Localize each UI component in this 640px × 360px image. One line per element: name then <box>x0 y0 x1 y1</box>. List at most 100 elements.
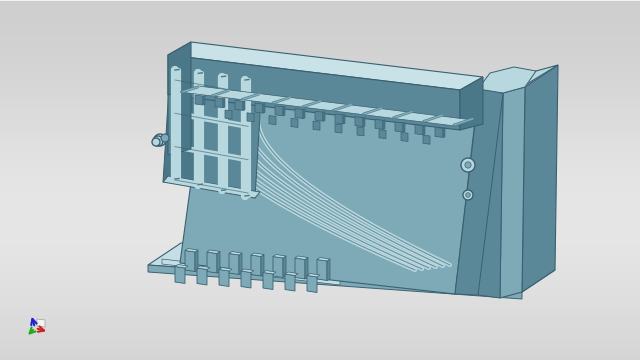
Polygon shape <box>295 108 303 118</box>
Polygon shape <box>500 87 525 298</box>
Polygon shape <box>219 270 229 287</box>
Polygon shape <box>283 106 285 116</box>
Polygon shape <box>185 248 198 252</box>
Polygon shape <box>273 256 283 278</box>
Polygon shape <box>313 121 320 130</box>
Polygon shape <box>460 77 483 130</box>
Polygon shape <box>435 127 443 138</box>
Polygon shape <box>423 125 425 135</box>
Polygon shape <box>355 117 363 127</box>
Polygon shape <box>343 114 345 124</box>
Circle shape <box>152 138 160 146</box>
Polygon shape <box>235 100 243 111</box>
Polygon shape <box>383 120 385 129</box>
Polygon shape <box>197 75 262 198</box>
Polygon shape <box>335 124 342 133</box>
Polygon shape <box>219 267 232 271</box>
Polygon shape <box>455 82 503 295</box>
Polygon shape <box>401 132 408 141</box>
Circle shape <box>466 193 470 197</box>
Polygon shape <box>379 130 386 139</box>
Circle shape <box>161 134 169 142</box>
Polygon shape <box>375 119 383 129</box>
Polygon shape <box>275 106 283 116</box>
Polygon shape <box>197 268 207 285</box>
Polygon shape <box>175 265 188 268</box>
Polygon shape <box>263 270 276 274</box>
Polygon shape <box>251 255 261 276</box>
Polygon shape <box>148 265 522 299</box>
Polygon shape <box>168 92 180 155</box>
Polygon shape <box>283 256 286 278</box>
Polygon shape <box>263 104 265 113</box>
Polygon shape <box>241 269 254 273</box>
Polygon shape <box>335 114 343 124</box>
Polygon shape <box>315 111 323 121</box>
Polygon shape <box>269 116 276 125</box>
Polygon shape <box>197 266 210 270</box>
Polygon shape <box>307 274 320 277</box>
Polygon shape <box>415 125 423 135</box>
Circle shape <box>153 136 163 146</box>
Polygon shape <box>403 122 405 132</box>
Polygon shape <box>423 135 430 144</box>
Polygon shape <box>522 65 558 292</box>
Polygon shape <box>251 253 264 256</box>
Polygon shape <box>478 89 503 298</box>
Circle shape <box>461 158 475 172</box>
Polygon shape <box>243 101 245 111</box>
Polygon shape <box>305 257 308 279</box>
Polygon shape <box>168 55 460 130</box>
Polygon shape <box>229 252 242 255</box>
Polygon shape <box>255 103 263 113</box>
Circle shape <box>463 190 473 200</box>
Polygon shape <box>195 95 203 105</box>
Polygon shape <box>215 98 223 108</box>
Polygon shape <box>175 266 185 284</box>
Polygon shape <box>162 259 340 285</box>
Polygon shape <box>148 243 555 292</box>
Polygon shape <box>225 110 232 119</box>
Polygon shape <box>229 253 239 275</box>
Polygon shape <box>180 80 478 294</box>
Polygon shape <box>327 259 330 280</box>
Polygon shape <box>168 42 191 95</box>
Circle shape <box>154 134 166 146</box>
Polygon shape <box>223 98 225 108</box>
Polygon shape <box>263 273 273 289</box>
Polygon shape <box>295 258 305 279</box>
Polygon shape <box>207 252 217 273</box>
Polygon shape <box>170 65 262 82</box>
Polygon shape <box>163 72 204 185</box>
Polygon shape <box>317 257 330 261</box>
Polygon shape <box>303 109 305 118</box>
Polygon shape <box>307 275 317 292</box>
Polygon shape <box>443 128 445 138</box>
Polygon shape <box>261 255 264 276</box>
Polygon shape <box>241 271 251 288</box>
Polygon shape <box>357 127 364 136</box>
Polygon shape <box>185 251 195 271</box>
Polygon shape <box>317 260 327 280</box>
Polygon shape <box>203 95 205 105</box>
Polygon shape <box>295 256 308 260</box>
Polygon shape <box>217 252 220 273</box>
Polygon shape <box>478 67 536 93</box>
Polygon shape <box>239 253 242 275</box>
Polygon shape <box>37 319 45 327</box>
Polygon shape <box>291 118 298 127</box>
Polygon shape <box>273 255 286 258</box>
Polygon shape <box>180 89 191 152</box>
Polygon shape <box>285 274 295 291</box>
Polygon shape <box>168 42 483 90</box>
Polygon shape <box>180 86 473 126</box>
Polygon shape <box>500 65 558 93</box>
Polygon shape <box>395 122 403 132</box>
Polygon shape <box>195 250 198 271</box>
Polygon shape <box>207 250 220 253</box>
Polygon shape <box>285 272 298 275</box>
Circle shape <box>465 162 471 168</box>
Polygon shape <box>247 113 254 122</box>
Polygon shape <box>323 112 325 121</box>
Polygon shape <box>363 117 365 127</box>
